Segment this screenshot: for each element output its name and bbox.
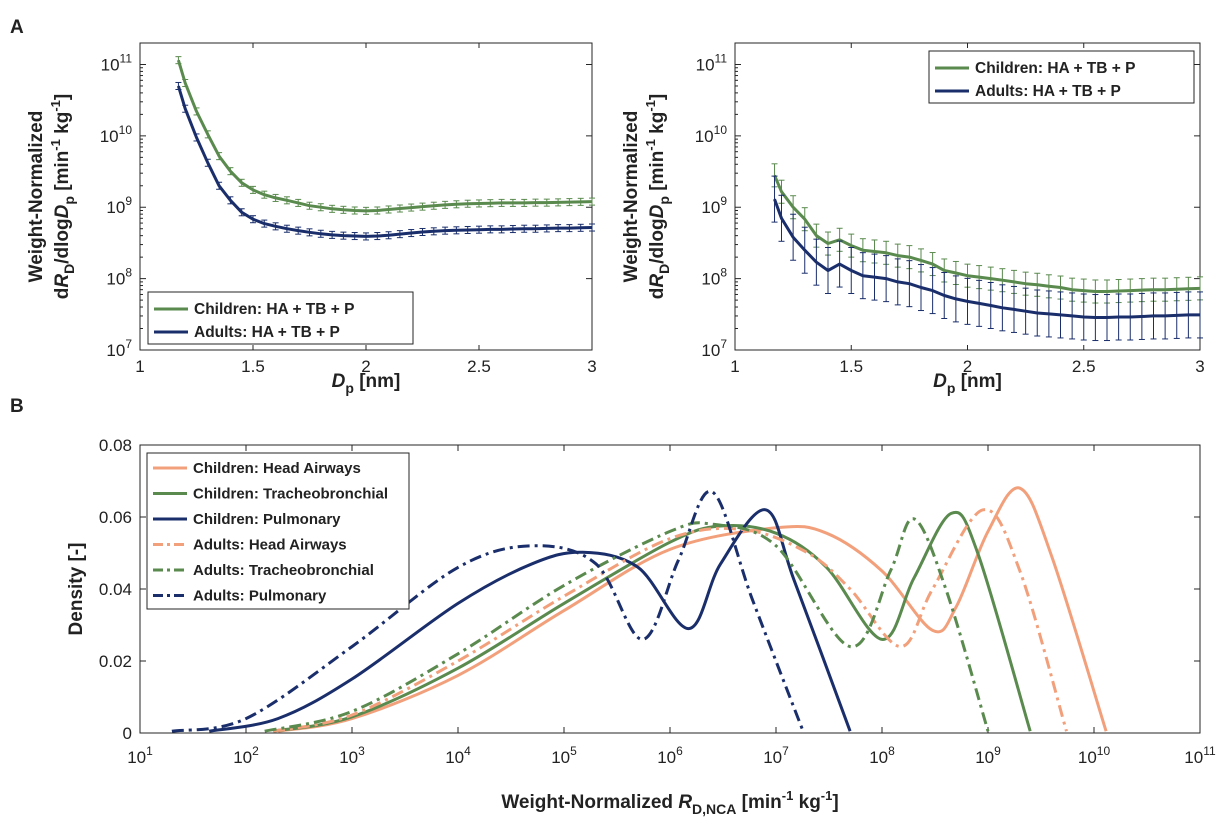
x-tick-label: 1: [135, 357, 144, 376]
x-tick-label: 1011: [1184, 744, 1216, 767]
panel-label-b: B: [10, 396, 24, 417]
y-tick-label: 0.04: [99, 580, 132, 599]
y-tick-label: 107: [106, 337, 132, 360]
density-curve: [208, 508, 852, 733]
x-tick-label: 3: [587, 357, 596, 376]
x-tick-label: 104: [445, 744, 471, 767]
y-tick-label: 1011: [101, 51, 133, 74]
y-tick-label: 108: [701, 266, 727, 289]
svg-text:dRD/dlogDp [min-1 kg-1]: dRD/dlogDp [min-1 kg-1]: [48, 94, 77, 299]
y-tick-label: 109: [106, 194, 132, 217]
panel-label-a: A: [10, 17, 24, 38]
x-tick-label: 2: [963, 357, 972, 376]
legend-entry: Adults: HA + TB + P: [975, 83, 1121, 100]
density-curve: [272, 508, 1068, 733]
y-tick-label: 1010: [100, 123, 133, 146]
legend: Children: Head Airways Children: Tracheob…: [146, 452, 410, 610]
x-tick-label: 106: [657, 744, 683, 767]
x-tick-label: 108: [869, 744, 895, 767]
y-tick-label: 108: [106, 266, 132, 289]
chart-b-density: 101 102 103 104 105 106 107 108 109 1010 1011 0 0.02…: [66, 436, 1216, 817]
legend-entry: Adults: Head Airways: [193, 537, 347, 554]
y-tick-label: 0.06: [99, 508, 132, 527]
y-tick-label: 0.08: [99, 436, 132, 455]
svg-text:Weight-Normalized: Weight-Normalized: [621, 111, 642, 283]
svg-text:dRD/dlogDp [min-1 kg-1]: dRD/dlogDp [min-1 kg-1]: [643, 94, 672, 299]
y-tick-label: 0.02: [99, 652, 132, 671]
density-curve: [277, 486, 1108, 733]
x-axis-label: Dp [nm]: [933, 371, 1002, 396]
x-tick-label: 101: [127, 744, 153, 767]
x-tick-label: 105: [551, 744, 577, 767]
legend-entry: Adults: HA + TB + P: [194, 324, 340, 341]
x-axis-label: Dp [nm]: [332, 371, 401, 396]
x-tick-label: 1: [730, 357, 739, 376]
legend: Children: HA + TB + P Adults: HA + TB + P: [928, 50, 1195, 104]
density-curve: [264, 517, 990, 733]
legend-entry: Children: Tracheobronchial: [193, 486, 388, 503]
density-curve: [272, 510, 1032, 733]
x-tick-label: 3: [1195, 357, 1204, 376]
legend: Children: HA + TB + P Adults: HA + TB + P: [147, 291, 414, 345]
y-axis-label: Density [-]: [66, 543, 87, 636]
legend-entry: Children: HA + TB + P: [975, 60, 1135, 77]
y-tick-label: 1011: [696, 51, 728, 74]
density-curve: [171, 489, 805, 733]
legend-entry: Adults: Tracheobronchial: [193, 562, 374, 579]
x-tick-label: 109: [975, 744, 1001, 767]
series-line: [773, 174, 1201, 293]
legend-box: [147, 291, 414, 345]
x-tick-label: 2.5: [1072, 357, 1096, 376]
legend-entry: Adults: Pulmonary: [193, 588, 327, 605]
x-tick-label: 1.5: [839, 357, 863, 376]
y-tick-label: 1010: [695, 123, 728, 146]
x-tick-label: 1.5: [241, 357, 265, 376]
x-tick-label: 102: [233, 744, 259, 767]
x-tick-label: 2.5: [467, 357, 491, 376]
x-tick-label: 107: [763, 744, 789, 767]
legend-entry: Children: HA + TB + P: [194, 301, 354, 318]
legend-entry: Children: Head Airways: [193, 460, 361, 477]
y-tick-label: 0: [123, 724, 132, 743]
x-axis-label: Weight-Normalized RD,NCA [min-1 kg-1]: [501, 788, 838, 817]
chart-a-right: 1 1.5 2 2.5 3 107 108 109 1010 1011 Dp [nm] Weight-…: [621, 42, 1205, 396]
error-bar: [589, 197, 595, 206]
y-tick-label: 107: [701, 337, 727, 360]
y-tick-label: 109: [701, 194, 727, 217]
x-tick-label: 103: [339, 744, 365, 767]
x-tick-label: 1010: [1078, 744, 1111, 767]
svg-text:Weight-Normalized: Weight-Normalized: [26, 111, 47, 283]
chart-a-left: 1 1.5 2 2.5 3 107 108 109 1010 1011 Dp [nm] Weight-…: [26, 42, 597, 396]
legend-entry: Children: Pulmonary: [193, 511, 341, 528]
series-line: [176, 59, 593, 213]
x-tick-label: 2: [361, 357, 370, 376]
series-line: [176, 85, 593, 238]
legend-box: [146, 452, 410, 610]
legend-box: [928, 50, 1195, 104]
series-line: [773, 198, 1200, 319]
